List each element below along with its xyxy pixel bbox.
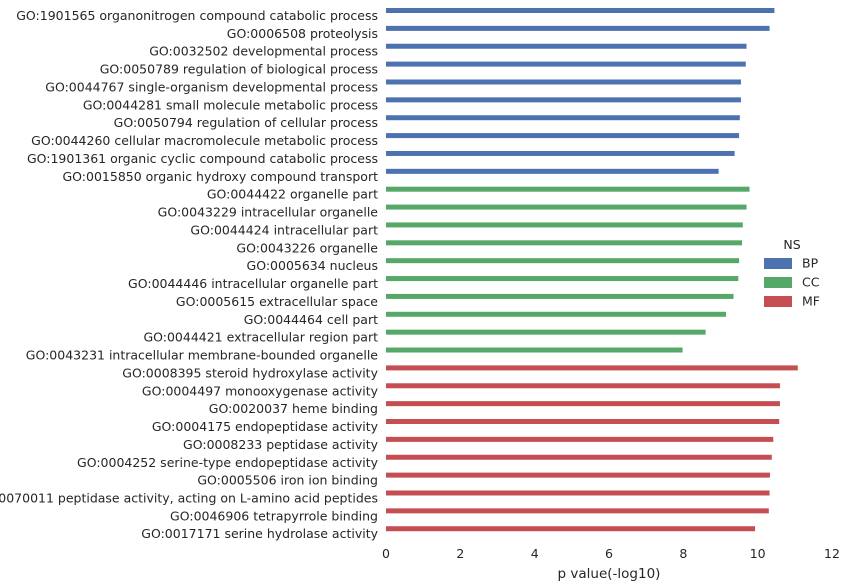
category-label-13: GO:0044424 intracellular part [190,222,378,237]
category-label-1: GO:1901565 organonitrogen compound catab… [16,8,378,23]
category-label-28: GO:0070011 peptidase activity, acting on… [0,490,378,505]
category-label-8: GO:0044260 cellular macromolecule metabo… [31,133,378,148]
bar-1 [386,8,775,13]
x-tick-label-8: 8 [679,546,687,561]
legend-label-mf: MF [802,294,820,309]
category-label-5: GO:0044767 single-organism developmental… [45,79,378,94]
bar-10 [386,168,719,174]
bar-12 [386,204,747,210]
category-label-20: GO:0043231 intracellular membrane-bounde… [26,348,379,363]
bar-8 [386,133,740,139]
category-label-19: GO:0044421 extracellular region part [143,330,378,345]
bar-15 [386,258,740,264]
bar-3 [386,43,747,49]
category-label-21: GO:0008395 steroid hydroxylase activity [122,365,378,380]
bar-26 [386,454,772,460]
x-tick-label-10: 10 [750,546,766,561]
x-tick-label-2: 2 [456,546,464,561]
bar-22 [386,383,780,389]
bar-28 [386,490,770,496]
category-label-9: GO:1901361 organic cyclic compound catab… [27,151,378,166]
category-label-12: GO:0043229 intracellular organelle [158,205,379,220]
bar-14 [386,240,743,246]
x-tick-label-6: 6 [605,546,613,561]
bar-25 [386,436,774,442]
x-tick-label-12: 12 [824,546,840,561]
bar-2 [386,25,770,31]
bar-23 [386,401,780,407]
legend-swatch-mf [764,296,792,307]
category-label-22: GO:0004497 monooxygenase activity [142,383,379,398]
bar-16 [386,276,739,282]
x-axis-ticks: 0 2 4 6 8 10 12 [382,546,840,561]
legend-title: NS [783,237,800,252]
legend-swatch-cc [764,277,792,288]
category-label-26: GO:0004252 serine-type endopeptidase act… [77,455,379,470]
category-label-17: GO:0005615 extracellular space [176,294,378,309]
bar-5 [386,79,741,85]
bar-21 [386,365,798,371]
bar-30 [386,526,756,532]
x-tick-label-0: 0 [382,546,390,561]
bar-17 [386,293,734,299]
category-label-6: GO:0044281 small molecule metabolic proc… [83,97,378,112]
bar-6 [386,97,741,103]
bar-4 [386,61,746,67]
legend-swatch-bp [764,258,792,269]
legend-label-bp: BP [802,256,819,271]
category-label-27: GO:0005506 iron ion binding [197,473,378,488]
category-label-10: GO:0015850 organic hydroxy compound tran… [62,169,378,184]
x-axis-title: p value(-log10) [558,566,661,582]
bar-9 [386,150,735,156]
category-label-24: GO:0004175 endopeptidase activity [152,419,379,434]
bars [386,8,798,532]
legend: NS BP CC MF [764,237,820,309]
category-label-29: GO:0046906 tetrapyrrole binding [170,508,378,523]
category-label-23: GO:0020037 heme binding [209,401,378,416]
category-label-4: GO:0050789 regulation of biological proc… [100,62,378,77]
bar-29 [386,508,769,514]
category-label-15: GO:0005634 nucleus [247,258,378,273]
category-label-18: GO:0044464 cell part [244,312,378,327]
category-label-30: GO:0017171 serine hydrolase activity [141,526,378,541]
bar-11 [386,186,750,192]
bar-18 [386,311,727,317]
bar-19 [386,329,706,335]
category-label-3: GO:0032502 developmental process [149,44,378,59]
category-labels: GO:1901565 organonitrogen compound catab… [0,8,379,541]
x-tick-label-4: 4 [531,546,539,561]
bar-13 [386,222,743,228]
category-label-2: GO:0006508 proteolysis [227,26,378,41]
category-label-11: GO:0044422 organelle part [207,187,378,202]
bar-27 [386,472,770,478]
category-label-25: GO:0008233 peptidase activity [183,437,379,452]
category-label-16: GO:0044446 intracellular organelle part [128,276,378,291]
bar-20 [386,347,683,353]
bar-7 [386,115,740,121]
legend-label-cc: CC [802,275,820,290]
category-label-14: GO:0043226 organelle [236,240,378,255]
category-label-7: GO:0050794 regulation of cellular proces… [114,115,378,130]
bar-24 [386,419,780,425]
